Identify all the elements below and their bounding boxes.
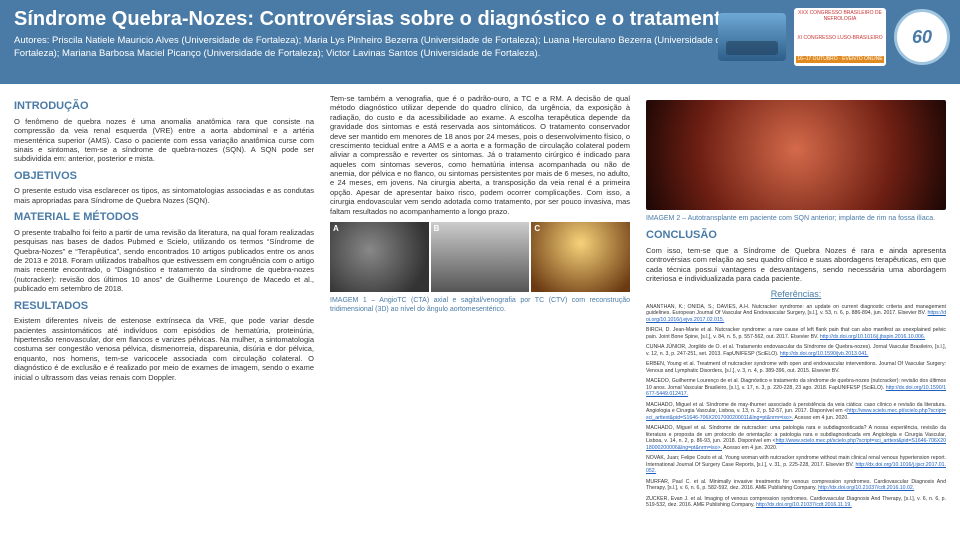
references-list: ANANTHAN, K.; ONIDA, S.; DAVIES, A.H. Nu…: [646, 304, 946, 509]
figure-1-panel-b: B: [431, 222, 530, 292]
panel-label-c: C: [534, 224, 540, 234]
reference-item: CUNHA JÚNIOR, Jorgildo de O. et al. Trat…: [646, 344, 946, 357]
reference-item: MACEDO, Guilherme Lourenço de et al. Dia…: [646, 378, 946, 398]
heading-conclusao: CONCLUSÃO: [646, 229, 946, 243]
reference-item: ZUCKER, Evan J. et al. Imaging of venous…: [646, 496, 946, 509]
reference-item: BIRCH, D. Jean-Marie et al. Nutcracker s…: [646, 327, 946, 340]
reference-link[interactable]: http://dx.doi.org/10.1016/j.jbspin.2016.…: [820, 334, 925, 340]
reference-item: MACHADO, Miguel et al. Síndrome de nutcr…: [646, 425, 946, 451]
reference-link[interactable]: http://www.scielo.mec.pt/scielo.php?scri…: [646, 408, 946, 421]
figure-1-panel-a: A: [330, 222, 429, 292]
congress-logo-bar: 16–17 OUTUBRO · EVENTO ONLINE: [796, 56, 884, 64]
figure-2-caption: IMAGEM 2 – Autotransplante em paciente c…: [646, 214, 946, 223]
reference-link[interactable]: http://www.scielo.mec.pt/scielo.php?scri…: [646, 438, 946, 451]
figure-2-image: [646, 100, 946, 210]
text-objetivos: O presente estudo visa esclarecer os tip…: [14, 186, 314, 205]
authors-line: Autores: Priscila Natiele Mauricio Alves…: [14, 35, 734, 61]
panel-label-b: B: [434, 224, 440, 234]
panel-label-a: A: [333, 224, 339, 234]
anniversary-logo: 60: [894, 9, 950, 65]
reference-link[interactable]: http://dx.doi.org/10.21037/cdt.2016.11.1…: [756, 502, 852, 508]
reference-item: ERBEN, Young et al. Treatment of nutcrac…: [646, 361, 946, 374]
text-introducao: O fenômeno de quebra nozes é uma anomali…: [14, 117, 314, 164]
heading-objetivos: OBJETIVOS: [14, 170, 314, 184]
reference-link[interactable]: http://dx.doi.org/10.21037/cdt.2016.10.0…: [818, 485, 914, 491]
reference-item: ANANTHAN, K.; ONIDA, S.; DAVIES, A.H. Nu…: [646, 304, 946, 324]
column-3: IMAGEM 2 – Autotransplante em paciente c…: [646, 94, 946, 532]
heading-metodos: MATERIAL E MÉTODOS: [14, 211, 314, 225]
anniversary-number: 60: [912, 27, 932, 48]
content-area: INTRODUÇÃO O fenômeno de quebra nozes é …: [0, 84, 960, 540]
text-resultados-cont: Tem-se também a venografia, que é o padr…: [330, 94, 630, 216]
figure-1: A B C IMAGEM 1 – AngioTC (CTA) axial e s…: [330, 222, 630, 314]
figure-1-caption: IMAGEM 1 – AngioTC (CTA) axial e sagital…: [330, 296, 630, 314]
congress-logo: XXX CONGRESSO BRASILEIRO DE NEFROLOGIA X…: [794, 8, 886, 66]
reference-item: MACHADO, Miguel et al. Síndrome de may-t…: [646, 402, 946, 422]
congress-logo-mid: XI CONGRESSO LUSO-BRASILEIRO: [796, 36, 884, 42]
text-resultados: Existem diferentes níveis de estenose ex…: [14, 316, 314, 382]
reference-item: MURFAR, Paul C. et al. Minimally invasiv…: [646, 479, 946, 492]
congress-logo-top: XXX CONGRESSO BRASILEIRO DE NEFROLOGIA: [796, 11, 884, 22]
figure-1-panels: A B C: [330, 222, 630, 292]
heading-introducao: INTRODUÇÃO: [14, 100, 314, 114]
reference-link[interactable]: http://dx.doi.org/10.1590/jvb.2013.041.: [780, 351, 869, 357]
header: Síndrome Quebra-Nozes: Controvérsias sob…: [0, 0, 960, 84]
column-2: Tem-se também a venografia, que é o padr…: [330, 94, 630, 532]
figure-2: IMAGEM 2 – Autotransplante em paciente c…: [646, 100, 946, 223]
heading-resultados: RESULTADOS: [14, 300, 314, 314]
column-1: INTRODUÇÃO O fenômeno de quebra nozes é …: [14, 94, 314, 532]
logo-row: XXX CONGRESSO BRASILEIRO DE NEFROLOGIA X…: [718, 8, 950, 66]
reference-item: NOVAK, Juan; Felipe Couto et al. Young w…: [646, 455, 946, 475]
scene-logo: [718, 13, 786, 61]
text-metodos: O presente trabalho foi feito a partir d…: [14, 228, 314, 294]
text-conclusao: Com isso, tem-se que a Síndrome de Quebr…: [646, 246, 946, 284]
reference-link[interactable]: http://dx.doi.org/10.1016/j.ijscr.2017.0…: [646, 462, 946, 475]
figure-1-panel-c: C: [531, 222, 630, 292]
reference-link[interactable]: http://dx.doi.org/10.1590/1677-5449.0124…: [646, 385, 946, 398]
reference-link[interactable]: https://doi.org/10.1016/j.ejvs.2017.02.0…: [646, 310, 946, 323]
heading-referencias: Referências:: [646, 289, 946, 300]
